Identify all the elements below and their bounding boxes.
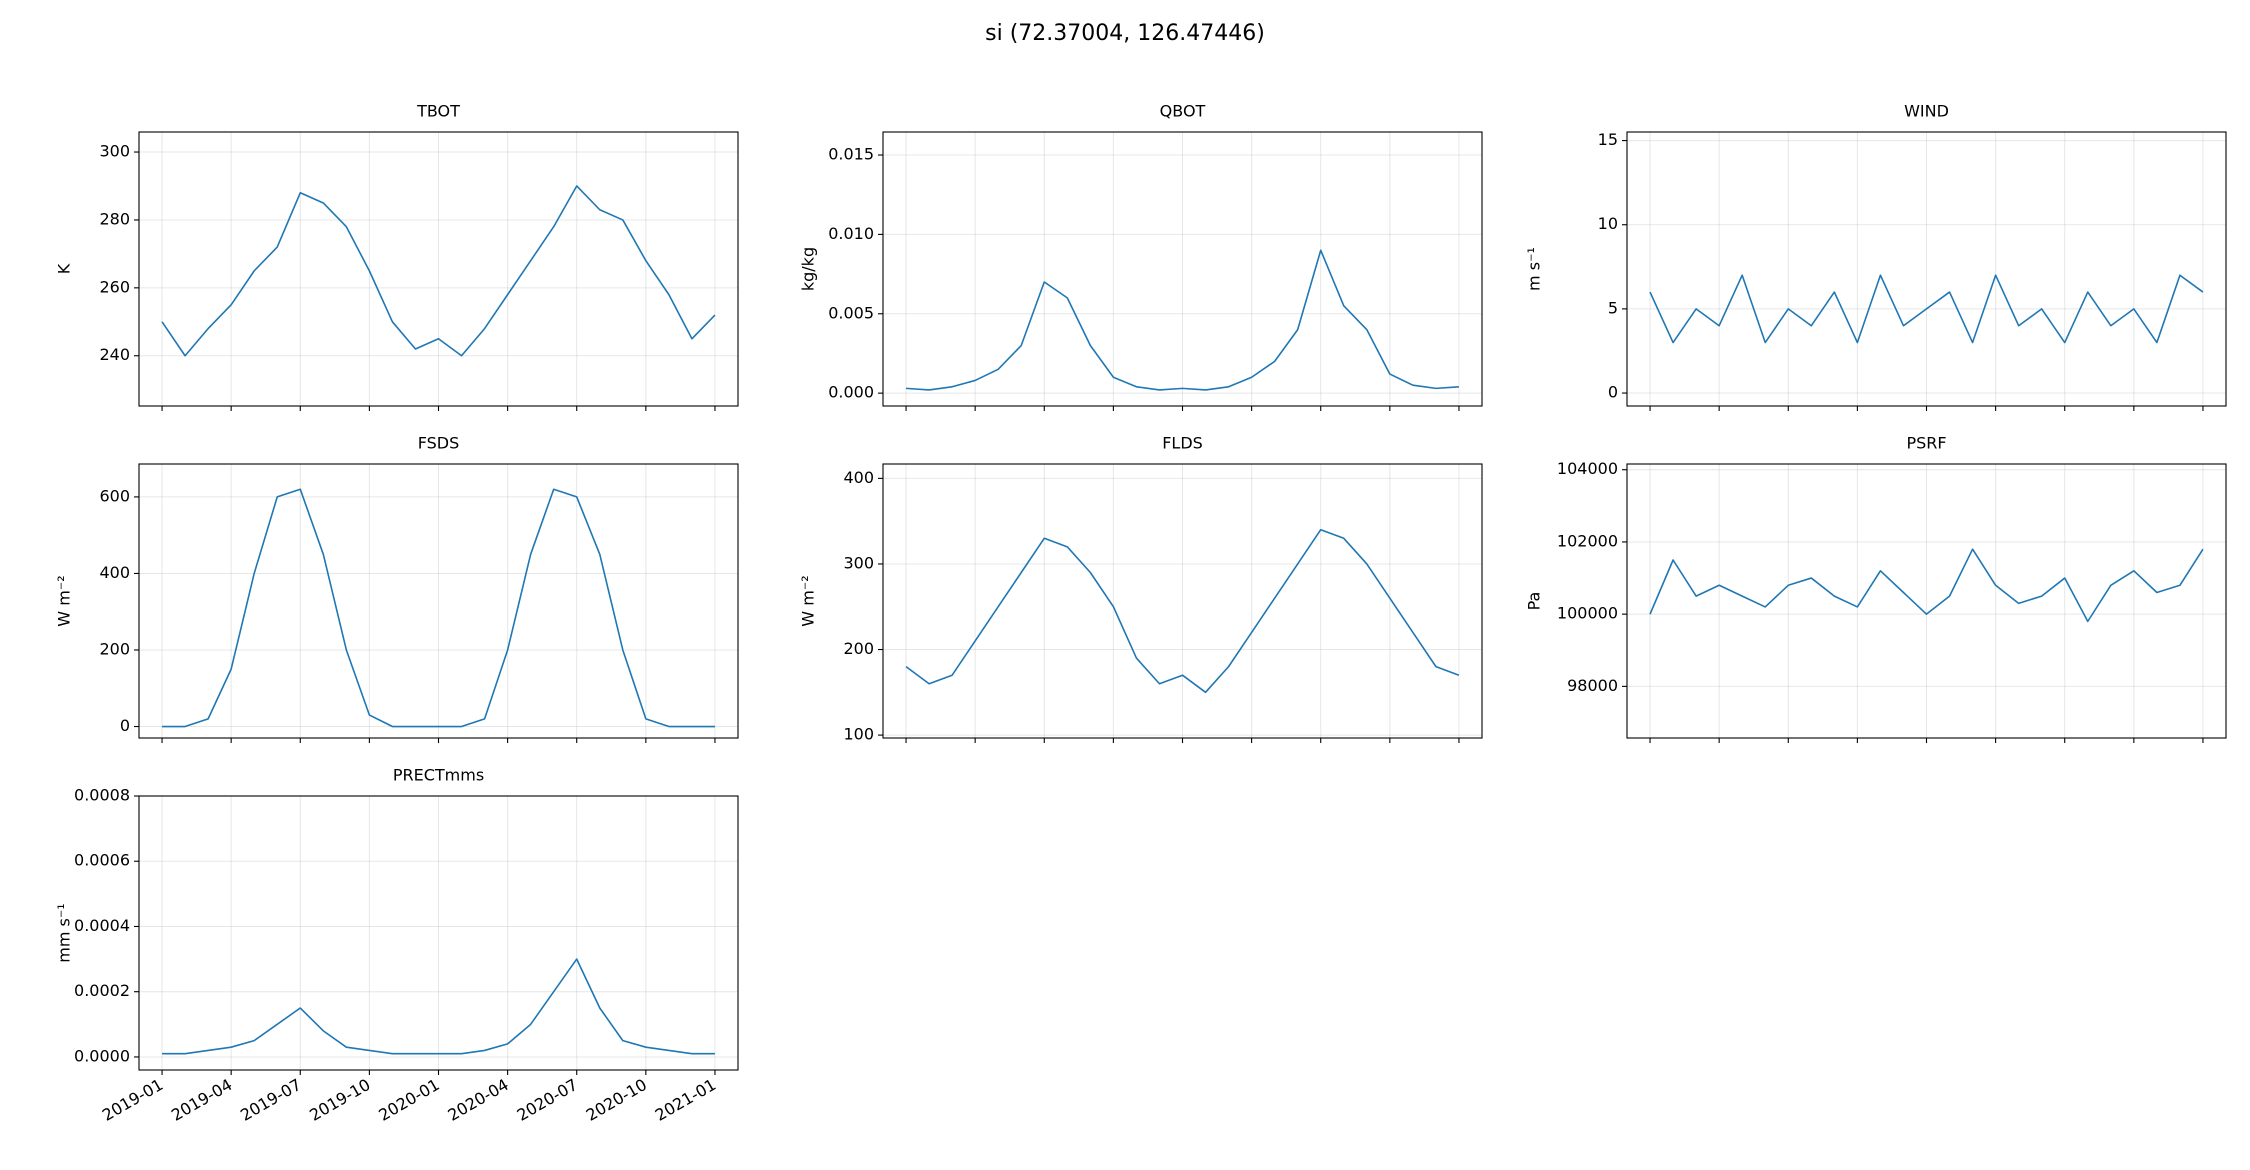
y-tick-label: 200 bbox=[99, 639, 130, 658]
y-tick-label: 0.010 bbox=[828, 224, 874, 243]
y-tick-label: 0.0008 bbox=[74, 786, 130, 805]
y-tick-label: 0.015 bbox=[828, 145, 874, 164]
subplot-title: TBOT bbox=[416, 102, 460, 121]
y-tick-label: 104000 bbox=[1557, 459, 1618, 478]
subplot-title: WIND bbox=[1904, 102, 1949, 121]
data-line bbox=[1649, 548, 2204, 623]
y-axis-label: Pa bbox=[1525, 592, 1544, 611]
subplot-title: FLDS bbox=[1162, 434, 1203, 453]
axes-frame bbox=[138, 795, 739, 1071]
y-tick-label: 0.000 bbox=[828, 383, 874, 402]
y-axis-label: K bbox=[55, 263, 74, 274]
data-line bbox=[905, 528, 1460, 694]
y-tick-label: 300 bbox=[99, 142, 130, 161]
y-tick-label: 240 bbox=[99, 345, 130, 364]
y-tick-label: 0.005 bbox=[828, 303, 874, 322]
y-axis-label: mm s⁻¹ bbox=[55, 903, 74, 962]
data-line bbox=[1649, 274, 2204, 344]
y-axis-label: kg/kg bbox=[799, 247, 818, 291]
data-line bbox=[161, 185, 716, 357]
y-tick-label: 5 bbox=[1608, 298, 1618, 317]
axes-frame bbox=[882, 463, 1483, 739]
y-tick-label: 200 bbox=[843, 639, 874, 658]
y-tick-label: 260 bbox=[99, 277, 130, 296]
y-tick-label: 300 bbox=[843, 553, 874, 572]
y-tick-label: 0.0004 bbox=[74, 916, 130, 935]
y-tick-label: 100 bbox=[843, 725, 874, 744]
y-tick-label: 0.0002 bbox=[74, 981, 130, 1000]
axes-frame bbox=[1626, 131, 2227, 407]
subplot-title: QBOT bbox=[1160, 102, 1206, 121]
y-axis-label: m s⁻¹ bbox=[1525, 247, 1544, 291]
subplot-title: FSDS bbox=[418, 434, 460, 453]
y-axis-label: W m⁻² bbox=[799, 575, 818, 626]
figure-title: si (72.37004, 126.47446) bbox=[985, 21, 1265, 46]
axes-frame bbox=[882, 131, 1483, 407]
y-tick-label: 15 bbox=[1598, 130, 1618, 149]
subplot-title: PSRF bbox=[1906, 434, 1946, 453]
y-tick-label: 280 bbox=[99, 209, 130, 228]
y-tick-label: 10 bbox=[1598, 214, 1618, 233]
y-tick-label: 0 bbox=[120, 716, 130, 735]
y-tick-label: 0 bbox=[1608, 383, 1618, 402]
y-tick-label: 0.0006 bbox=[74, 851, 130, 870]
axes-frame bbox=[138, 131, 739, 407]
axes-frame bbox=[138, 463, 739, 739]
y-axis-label: W m⁻² bbox=[55, 575, 74, 626]
y-tick-label: 0.0000 bbox=[74, 1046, 130, 1065]
subplot-title: PRECTmms bbox=[393, 766, 484, 785]
y-tick-label: 400 bbox=[843, 468, 874, 487]
axes-frame bbox=[1626, 463, 2227, 739]
data-line bbox=[905, 249, 1460, 391]
y-tick-label: 400 bbox=[99, 563, 130, 582]
y-tick-label: 100000 bbox=[1557, 604, 1618, 623]
y-tick-label: 98000 bbox=[1567, 676, 1618, 695]
data-line bbox=[162, 958, 715, 1055]
y-tick-label: 600 bbox=[99, 486, 130, 505]
data-line bbox=[162, 488, 715, 728]
y-tick-label: 102000 bbox=[1557, 531, 1618, 550]
